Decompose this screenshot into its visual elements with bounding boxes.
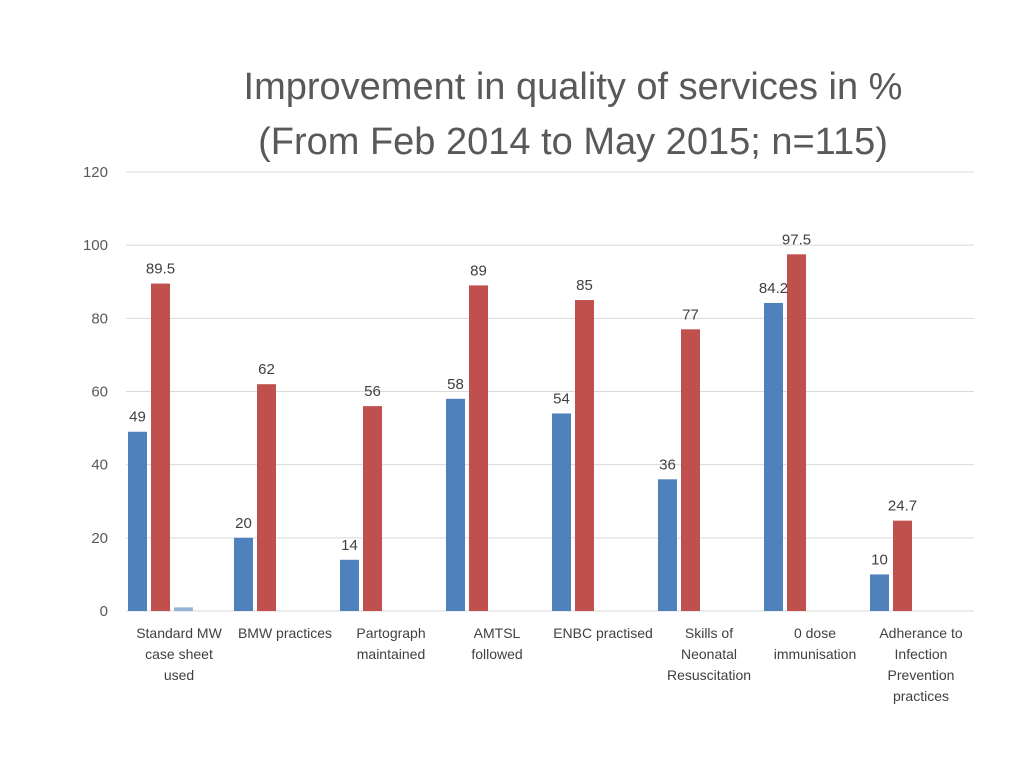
- data-label: 14: [341, 537, 358, 554]
- bar: [128, 431, 147, 611]
- y-tick-label: 0: [100, 603, 108, 620]
- data-label: 20: [235, 515, 252, 532]
- data-label: 84.2: [759, 280, 788, 297]
- data-label: 10: [871, 551, 888, 568]
- data-label: 89: [470, 262, 487, 279]
- chart-title-line-1: Improvement in quality of services in %: [243, 66, 903, 108]
- y-tick-label: 40: [91, 457, 108, 474]
- y-tick-label: 120: [83, 164, 108, 181]
- bar: [363, 406, 382, 611]
- data-label: 62: [258, 361, 275, 378]
- bar: [870, 574, 889, 611]
- chart-title: Improvement in quality of services in % …: [150, 60, 996, 170]
- x-tick-label: 0 dose immunisation: [774, 625, 856, 662]
- data-label: 49: [129, 409, 146, 426]
- x-tick-label: Standard MW case sheet used: [136, 625, 222, 683]
- data-labels: 49 20 14 58 54 36 84.2 10 89.5 62 56 89 85 77 97.5 24.7: [129, 231, 917, 568]
- x-tick-label: Skills of Neonatal Resuscitation: [667, 625, 751, 683]
- bar: [151, 283, 170, 611]
- bar: [234, 537, 253, 611]
- bars: [128, 254, 912, 611]
- bar: [893, 520, 912, 611]
- data-label: 56: [364, 383, 381, 400]
- x-tick-label: Adherance to Infection Prevention practices: [879, 625, 962, 704]
- y-tick-label: 100: [83, 237, 108, 254]
- x-tick-label: BMW practices: [238, 625, 332, 641]
- y-tick-label: 80: [91, 310, 108, 327]
- x-tick-label: ENBC practised: [553, 625, 653, 641]
- bar: [174, 607, 193, 611]
- bar: [446, 398, 465, 611]
- data-label: 77: [682, 306, 699, 323]
- data-label: 97.5: [782, 231, 811, 248]
- x-axis-ticks: Standard MW case sheet used BMW practices Pa…: [136, 625, 963, 704]
- bar: [681, 329, 700, 611]
- data-label: 54: [553, 390, 570, 407]
- bar: [340, 559, 359, 611]
- gridlines: [126, 171, 974, 612]
- bar: [257, 384, 276, 611]
- y-axis-ticks: 0 20 40 60 80 100 120: [83, 164, 108, 620]
- data-label: 58: [447, 376, 464, 393]
- bar: [575, 300, 594, 611]
- bar: [469, 285, 488, 611]
- data-label: 24.7: [888, 498, 917, 515]
- bar: [658, 479, 677, 611]
- bar: [552, 413, 571, 611]
- x-tick-label: AMTSL followed: [471, 625, 522, 662]
- bar: [787, 254, 806, 611]
- y-tick-label: 60: [91, 384, 108, 401]
- chart-title-line-2: (From Feb 2014 to May 2015; n=115): [258, 121, 888, 163]
- data-label: 89.5: [146, 261, 175, 278]
- bar: [764, 302, 783, 611]
- data-label: 36: [659, 456, 676, 473]
- data-label: 85: [576, 277, 593, 294]
- y-tick-label: 20: [91, 530, 108, 547]
- x-tick-label: Partograph maintained: [356, 625, 425, 662]
